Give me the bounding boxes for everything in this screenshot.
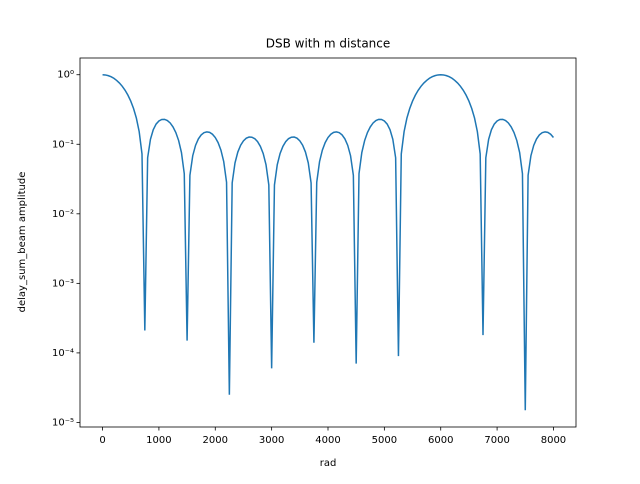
- y-tick-label: 10⁰: [57, 70, 74, 81]
- data-line: [102, 73, 555, 411]
- y-tick-label: 10⁻⁵: [52, 417, 74, 428]
- x-tick-label: 6000: [428, 435, 453, 446]
- y-tick-label: 10⁻²: [52, 209, 74, 220]
- chart-title: DSB with m distance: [266, 37, 391, 51]
- x-tick-label: 2000: [203, 435, 228, 446]
- x-tick-label: 0: [99, 435, 105, 446]
- x-tick-label: 1000: [146, 435, 171, 446]
- x-tick-label: 7000: [484, 435, 509, 446]
- y-tick-label: 10⁻¹: [52, 139, 74, 150]
- x-axis-label: rad: [320, 458, 337, 469]
- x-tick-label: 3000: [259, 435, 284, 446]
- y-axis-label: delay_sum_beam amplitude: [17, 172, 28, 313]
- y-tick-label: 10⁻⁴: [52, 348, 74, 359]
- x-tick-label: 4000: [315, 435, 340, 446]
- y-tick-label: 10⁻³: [52, 278, 74, 289]
- x-tick-label: 5000: [372, 435, 397, 446]
- plot-frame: [79, 57, 577, 428]
- x-tick-label: 8000: [541, 435, 566, 446]
